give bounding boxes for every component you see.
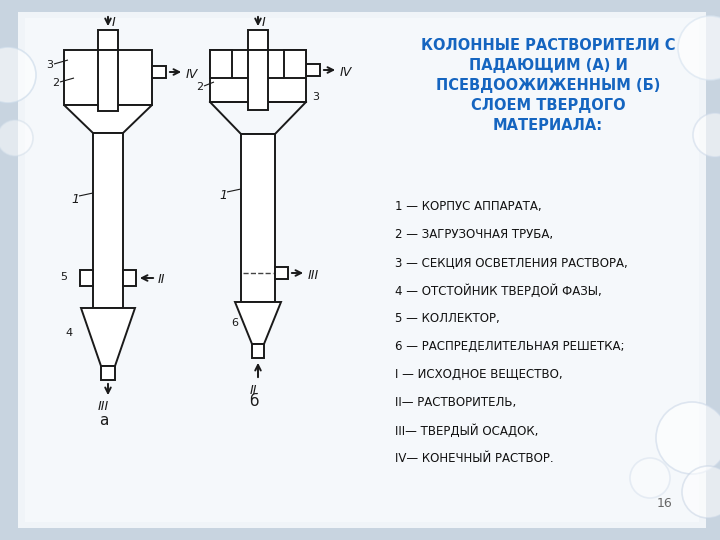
Bar xyxy=(275,267,288,279)
Bar xyxy=(252,344,264,358)
Text: 2: 2 xyxy=(196,82,203,92)
Text: I: I xyxy=(262,16,266,29)
Text: II: II xyxy=(250,384,258,397)
Circle shape xyxy=(0,47,36,103)
Text: 3: 3 xyxy=(312,92,319,102)
Bar xyxy=(241,134,275,302)
Text: 4 — ОТСТОЙНИК ТВЕРДОЙ ФАЗЫ,: 4 — ОТСТОЙНИК ТВЕРДОЙ ФАЗЫ, xyxy=(395,284,602,298)
Text: 2: 2 xyxy=(52,78,59,88)
Text: I — ИСХОДНОЕ ВЕЩЕСТВО,: I — ИСХОДНОЕ ВЕЩЕСТВО, xyxy=(395,368,562,381)
Bar xyxy=(123,270,136,286)
Text: 6 — РАСПРЕДЕЛИТЕЛЬНАЯ РЕШЕТКА;: 6 — РАСПРЕДЕЛИТЕЛЬНАЯ РЕШЕТКА; xyxy=(395,340,624,353)
Bar xyxy=(284,50,306,78)
Circle shape xyxy=(656,402,720,474)
Text: IV: IV xyxy=(340,66,352,79)
Text: 5: 5 xyxy=(60,272,67,282)
Text: I: I xyxy=(112,16,116,29)
Bar xyxy=(98,30,118,50)
Text: III— ТВЕРДЫЙ ОСАДОК,: III— ТВЕРДЫЙ ОСАДОК, xyxy=(395,424,539,437)
Polygon shape xyxy=(81,308,135,366)
Text: II— РАСТВОРИТЕЛЬ,: II— РАСТВОРИТЕЛЬ, xyxy=(395,396,516,409)
Text: ПСЕВДООЖИЖЕННЫМ (Б): ПСЕВДООЖИЖЕННЫМ (Б) xyxy=(436,78,660,93)
Bar xyxy=(93,133,123,308)
Text: 6: 6 xyxy=(231,318,238,328)
Text: III: III xyxy=(98,400,109,413)
Bar xyxy=(98,50,118,111)
Circle shape xyxy=(0,120,33,156)
Bar xyxy=(152,66,166,78)
Circle shape xyxy=(630,458,670,498)
Circle shape xyxy=(682,466,720,518)
Text: СЛОЕМ ТВЕРДОГО: СЛОЕМ ТВЕРДОГО xyxy=(471,98,625,113)
Bar xyxy=(64,50,152,105)
Text: 16: 16 xyxy=(657,497,673,510)
Polygon shape xyxy=(235,302,281,344)
Text: ПАДАЮЩИМ (А) И: ПАДАЮЩИМ (А) И xyxy=(469,58,627,73)
Text: II: II xyxy=(158,273,166,286)
Text: 5 — КОЛЛЕКТОР,: 5 — КОЛЛЕКТОР, xyxy=(395,312,500,325)
Text: 4: 4 xyxy=(65,328,72,338)
Bar xyxy=(210,50,306,102)
Circle shape xyxy=(678,16,720,80)
Text: 3 — СЕКЦИЯ ОСВЕТЛЕНИЯ РАСТВОРА,: 3 — СЕКЦИЯ ОСВЕТЛЕНИЯ РАСТВОРА, xyxy=(395,256,628,269)
Text: IV: IV xyxy=(186,68,198,81)
Text: б: б xyxy=(249,394,258,409)
Bar xyxy=(306,64,320,76)
Bar xyxy=(210,50,232,78)
Text: КОЛОННЫЕ РАСТВОРИТЕЛИ С: КОЛОННЫЕ РАСТВОРИТЕЛИ С xyxy=(420,38,675,53)
Polygon shape xyxy=(64,105,152,133)
Bar xyxy=(80,270,93,286)
Text: 1: 1 xyxy=(219,189,227,202)
Text: 3: 3 xyxy=(46,60,53,70)
Text: а: а xyxy=(99,413,109,428)
Text: МАТЕРИАЛА:: МАТЕРИАЛА: xyxy=(493,118,603,133)
Text: III: III xyxy=(308,269,319,282)
Bar xyxy=(101,366,115,380)
Bar xyxy=(248,30,268,50)
Circle shape xyxy=(693,113,720,157)
Text: 1: 1 xyxy=(71,193,79,206)
Bar xyxy=(248,50,268,110)
Text: IV— КОНЕЧНЫЙ РАСТВОР.: IV— КОНЕЧНЫЙ РАСТВОР. xyxy=(395,452,554,465)
Text: 2 — ЗАГРУЗОЧНАЯ ТРУБА,: 2 — ЗАГРУЗОЧНАЯ ТРУБА, xyxy=(395,228,553,241)
Text: 1 — КОРПУС АППАРАТА,: 1 — КОРПУС АППАРАТА, xyxy=(395,200,541,213)
